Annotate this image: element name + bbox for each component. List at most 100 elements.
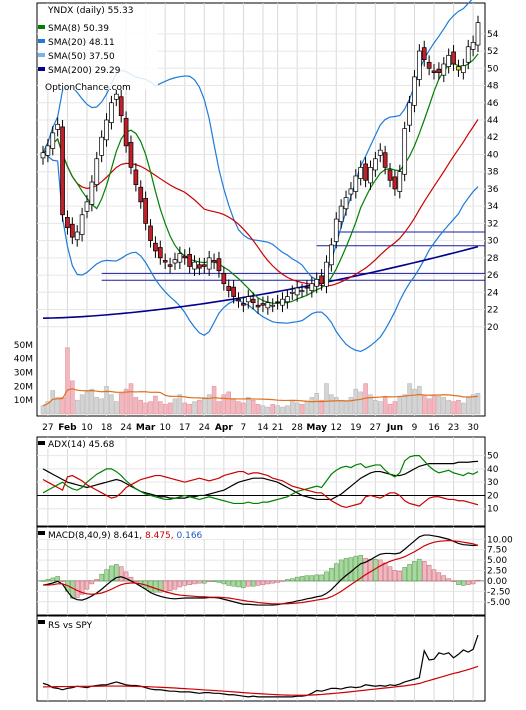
adx-tick-label: 40 — [487, 465, 499, 475]
volume-bar — [470, 394, 476, 415]
candle-body — [456, 66, 461, 71]
legend-items: SMA(8) 50.39 SMA(20) 48.11 SMA(50) 37.50 SM… — [38, 24, 121, 76]
volume-layer — [40, 347, 481, 415]
rs-title-group: RS vs SPY — [38, 617, 98, 631]
volume-bar — [382, 397, 388, 415]
candle-body — [201, 264, 207, 267]
candle-body — [314, 279, 320, 287]
macd-histogram-bar — [280, 580, 285, 582]
volume-tick-label: 10M — [14, 396, 33, 406]
macd-histogram-bar — [392, 570, 398, 582]
volume-bar — [143, 402, 148, 415]
candle-body — [329, 244, 334, 266]
volume-bar — [45, 401, 51, 415]
macd-histogram-bar — [470, 580, 476, 585]
x-tick-label: 27 — [42, 423, 53, 433]
volume-bar — [334, 397, 339, 415]
volume-bar — [221, 394, 227, 415]
volume-bar — [270, 404, 275, 415]
x-tick-label: Mar — [136, 423, 156, 433]
volume-bar — [348, 397, 354, 415]
volume-bar — [402, 394, 407, 415]
volume-bar — [275, 405, 280, 415]
price-tick-label: 28 — [487, 254, 499, 264]
macd-title-bg — [38, 528, 258, 539]
macd-histogram-bar — [250, 580, 256, 587]
macd-swatch — [38, 531, 45, 535]
macd-histogram-bar — [197, 580, 202, 584]
volume-tick-label: 30M — [14, 369, 33, 379]
volume-bar — [55, 397, 60, 415]
volume-bar — [162, 404, 168, 415]
volume-bar — [250, 399, 256, 415]
volume-bar — [182, 402, 187, 415]
candle-body — [348, 188, 354, 195]
volume-bar — [177, 394, 183, 415]
candle-body — [475, 22, 481, 46]
x-tick-label: 7 — [241, 423, 247, 433]
price-tick-label: 34 — [487, 202, 499, 212]
macd-histogram-bar — [153, 580, 158, 593]
candle-body — [353, 175, 359, 192]
candle-body — [187, 254, 192, 267]
adx-panel-frame — [36, 436, 486, 527]
macd-histogram-bar — [241, 580, 246, 588]
price-tick-label: 24 — [487, 288, 499, 298]
price-tick-label: 46 — [487, 99, 499, 109]
candle-body — [226, 285, 232, 291]
candle-body — [153, 242, 158, 252]
legend-swatch — [38, 25, 45, 29]
volume-bar — [84, 391, 90, 415]
candle-body — [138, 186, 144, 203]
volume-bar — [368, 394, 373, 415]
volume-bar — [241, 402, 246, 415]
adx-series-line — [42, 460, 479, 501]
candle-body — [69, 223, 75, 238]
candle-body — [319, 275, 324, 285]
macd-histogram-bar — [60, 580, 65, 582]
macd-histogram-bar — [265, 580, 271, 585]
macd-histogram-bar — [465, 580, 471, 585]
rs-swatch — [38, 620, 45, 624]
volume-bar — [60, 397, 65, 415]
macd-histogram-bar — [334, 563, 339, 582]
candle-body — [465, 46, 471, 63]
legend-label: SMA(20) 48.11 — [48, 38, 115, 48]
macd-histogram-bar — [192, 580, 197, 585]
volume-tick-label: 40M — [14, 355, 33, 365]
macd-tick-label: 10.00 — [487, 535, 513, 545]
legend-label: SMA(50) 37.50 — [48, 52, 115, 62]
x-tick-label: 30 — [467, 423, 479, 433]
macd-histogram-bar — [343, 558, 349, 582]
x-tick-label: 10 — [159, 423, 171, 433]
volume-bar — [431, 394, 437, 415]
volume-average-line — [42, 388, 479, 407]
macd-histogram-bar — [104, 569, 109, 582]
volume-bar — [133, 397, 139, 415]
volume-bar — [187, 404, 192, 415]
adx-title: ADX(14) 45.68 — [48, 440, 115, 450]
macd-series-line — [43, 539, 479, 605]
adx-tick-label: 50 — [487, 452, 499, 462]
volume-bar — [294, 402, 300, 415]
candle-body — [255, 304, 261, 308]
macd-tick-label: 0.00 — [487, 577, 507, 587]
adx-swatch — [38, 441, 45, 445]
volume-bar — [167, 402, 173, 415]
volume-bar — [260, 405, 266, 415]
candle-body — [236, 298, 241, 302]
candle-body — [60, 126, 65, 216]
macd-histogram-bar — [294, 576, 300, 582]
price-legend: YNDX (daily) 55.33 SMA(8) 50.39 SMA(20) 4… — [38, 4, 158, 93]
macd-histogram-bar — [123, 571, 129, 582]
macd-histogram-bar — [456, 580, 461, 585]
x-tick-label: 19 — [350, 423, 362, 433]
macd-histogram-bar — [363, 558, 368, 582]
candle-body — [441, 63, 447, 76]
x-tick-label: 12 — [331, 423, 342, 433]
candle-body — [113, 93, 119, 100]
macd-histogram-bar — [299, 576, 305, 582]
volume-bar — [99, 398, 104, 415]
rs-title-bg — [38, 617, 98, 628]
